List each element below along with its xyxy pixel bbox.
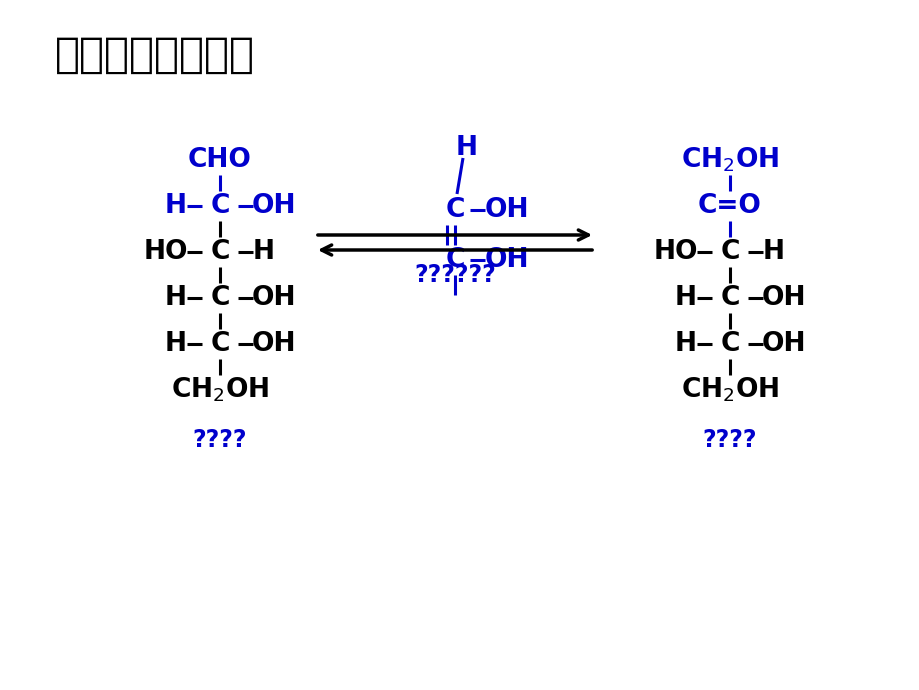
Text: OH: OH <box>484 197 528 223</box>
Text: ????: ???? <box>193 428 247 452</box>
Text: ????: ???? <box>702 428 756 452</box>
Text: H: H <box>165 193 187 219</box>
Text: H: H <box>675 331 697 357</box>
Text: C: C <box>210 239 230 265</box>
Text: C: C <box>720 331 739 357</box>
Text: CHO: CHO <box>187 147 252 173</box>
Text: C=O: C=O <box>698 193 761 219</box>
Text: C: C <box>210 331 230 357</box>
Text: ??????: ?????? <box>414 263 495 287</box>
Text: C: C <box>210 193 230 219</box>
Text: H: H <box>165 285 187 311</box>
Text: C: C <box>720 239 739 265</box>
Text: H: H <box>762 239 784 265</box>
Text: H: H <box>456 135 478 161</box>
Text: OH: OH <box>252 193 296 219</box>
Text: CH$_2$OH: CH$_2$OH <box>171 376 269 404</box>
Text: C: C <box>720 285 739 311</box>
Text: OH: OH <box>252 331 296 357</box>
Text: H: H <box>253 239 275 265</box>
Text: 醛糖酮糖互变异构: 醛糖酮糖互变异构 <box>55 34 255 76</box>
Text: CH$_2$OH: CH$_2$OH <box>680 146 778 175</box>
Text: CH$_2$OH: CH$_2$OH <box>680 376 778 404</box>
Text: C: C <box>445 197 464 223</box>
Text: C: C <box>445 247 464 273</box>
Text: H: H <box>165 331 187 357</box>
Text: OH: OH <box>484 247 528 273</box>
Text: OH: OH <box>761 285 805 311</box>
Text: C: C <box>210 285 230 311</box>
Text: OH: OH <box>761 331 805 357</box>
Text: HO: HO <box>143 239 188 265</box>
Text: OH: OH <box>252 285 296 311</box>
Text: HO: HO <box>653 239 698 265</box>
Text: H: H <box>675 285 697 311</box>
